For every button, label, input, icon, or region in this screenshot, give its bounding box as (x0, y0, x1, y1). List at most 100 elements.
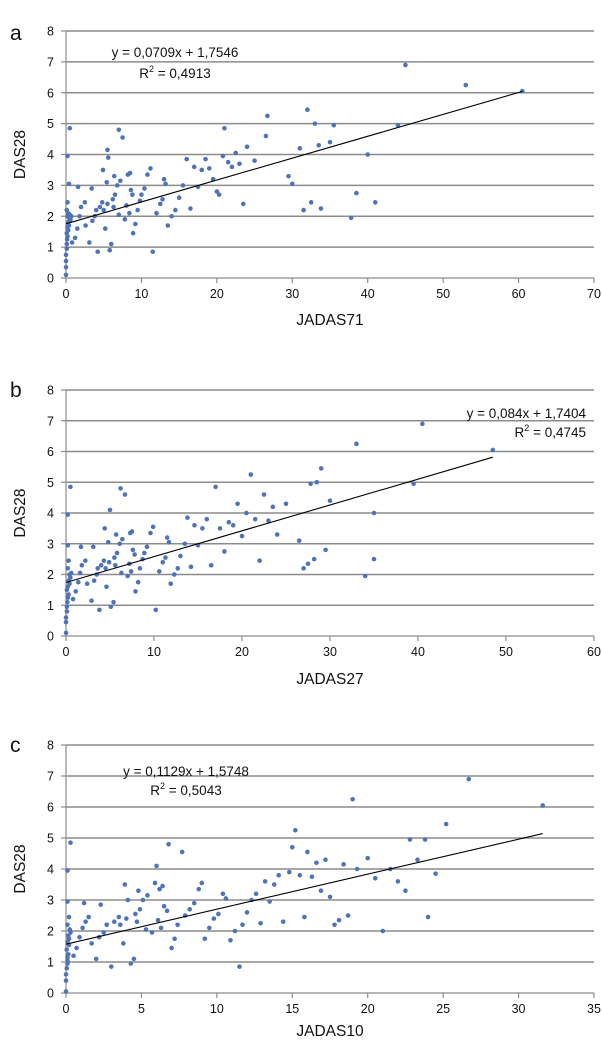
data-point (187, 907, 193, 912)
y-tick-label: 5 (47, 117, 54, 131)
data-point (102, 526, 108, 531)
data-point (220, 153, 226, 159)
data-point (314, 860, 319, 866)
data-point (420, 421, 425, 427)
data-point (142, 550, 147, 556)
r-squared-symbol: R (515, 425, 525, 440)
data-point (327, 894, 333, 900)
data-point (365, 855, 371, 861)
data-point (309, 874, 315, 880)
data-point (199, 167, 205, 173)
y-tick-label: 8 (47, 384, 54, 398)
data-point (258, 920, 263, 926)
data-point (252, 516, 258, 522)
data-point (237, 161, 242, 167)
data-point (107, 247, 113, 253)
data-point (108, 604, 114, 610)
data-point (140, 897, 146, 903)
data-point (136, 888, 141, 893)
data-point (163, 181, 168, 187)
data-point (237, 964, 242, 969)
data-point (171, 572, 177, 577)
data-point (137, 566, 143, 571)
x-tick-label: 5 (138, 1002, 145, 1016)
data-point (244, 144, 250, 150)
data-point (179, 849, 185, 855)
y-tick-label: 0 (47, 987, 54, 1001)
y-tick-label: 8 (47, 25, 54, 39)
y-tick-label: 5 (47, 832, 54, 846)
data-point (520, 88, 525, 94)
y-tick-label: 0 (47, 272, 54, 286)
data-point (185, 515, 190, 520)
data-point (156, 569, 162, 574)
data-point (263, 133, 269, 139)
x-tick-label: 40 (361, 287, 375, 301)
data-point (112, 555, 117, 560)
data-point (182, 541, 188, 547)
y-tick-label: 7 (47, 414, 54, 428)
r-squared-value: = 0,4913 (154, 66, 211, 81)
data-point (223, 896, 229, 901)
x-tick-label: 0 (63, 1002, 70, 1016)
data-point (101, 207, 107, 213)
data-point (124, 916, 129, 921)
data-point (403, 888, 408, 893)
data-point (130, 192, 135, 197)
panel-a: 0 1 2 3 4 5 6 7 8 0 10 20 30 40 50 60 70 a JADAS71 DAS28 y =… (10, 22, 601, 329)
data-point (443, 821, 449, 827)
data-point (230, 523, 236, 528)
data-point (135, 207, 140, 213)
data-point (225, 159, 231, 165)
data-point (64, 246, 70, 251)
y-axis-label: DAS28 (12, 130, 29, 179)
data-point (184, 156, 189, 162)
data-point (372, 876, 378, 881)
data-point (143, 927, 149, 932)
data-point (110, 196, 116, 202)
data-point (463, 82, 469, 88)
data-point (131, 956, 137, 962)
panel-letter: c (10, 734, 21, 757)
data-point (105, 201, 110, 207)
data-point (213, 484, 218, 490)
data-point (95, 249, 100, 255)
data-point (149, 930, 155, 935)
data-point (248, 472, 254, 477)
r-squared-value: = 0,4745 (529, 425, 586, 440)
data-point (78, 544, 84, 550)
data-point (152, 880, 158, 886)
panel-b: 0 1 2 3 4 5 6 7 8 0 10 20 30 40 50 60 b JADAS27 DAS28 y = 0… (10, 379, 601, 688)
data-point (161, 903, 167, 909)
data-point (90, 544, 96, 550)
x-tick-label: 25 (436, 1002, 450, 1016)
data-point (371, 556, 377, 562)
data-point (130, 547, 136, 553)
data-point (89, 941, 94, 946)
data-point (128, 187, 134, 193)
panel-letter: b (10, 379, 22, 402)
data-point (132, 552, 137, 557)
data-point (119, 570, 124, 576)
data-point (314, 479, 320, 485)
data-point (65, 542, 71, 548)
data-point (65, 200, 70, 205)
data-point (371, 510, 377, 516)
data-point (169, 945, 174, 951)
x-tick-label: 20 (210, 287, 224, 301)
data-point (89, 186, 94, 191)
data-point (161, 176, 167, 182)
data-point (173, 207, 178, 213)
data-point (239, 533, 245, 539)
data-point (166, 539, 172, 545)
data-point (235, 501, 240, 507)
data-point (128, 961, 134, 966)
data-point (118, 486, 123, 491)
data-point (134, 919, 140, 924)
data-point (433, 871, 438, 876)
data-point (97, 204, 103, 210)
data-point (142, 186, 147, 191)
data-point (80, 925, 85, 931)
data-point (63, 989, 69, 994)
data-point (305, 849, 310, 855)
